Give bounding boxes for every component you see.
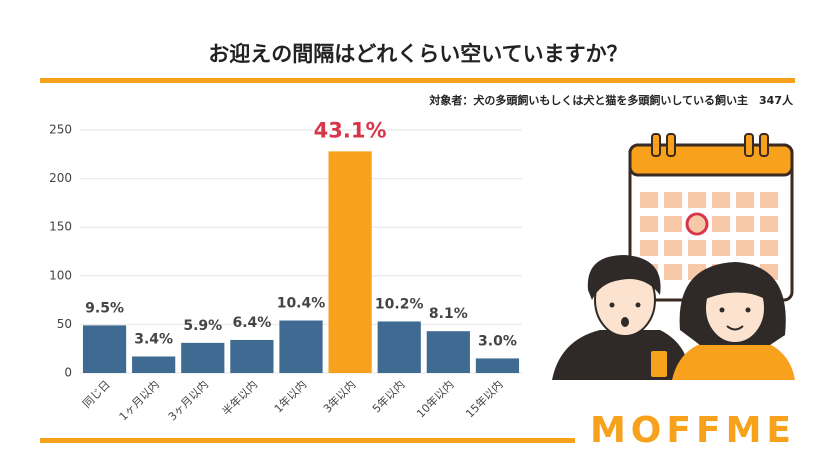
data-label: 10.4% — [277, 296, 326, 312]
bar — [426, 331, 470, 373]
data-label: 6.4% — [232, 315, 271, 331]
data-label: 3.0% — [478, 333, 517, 349]
x-tick-label: 1ヶ月以内 — [116, 377, 162, 423]
data-label: 8.1% — [429, 306, 468, 322]
y-tick-label: 50 — [57, 317, 72, 331]
x-tick-label: 3ヶ月以内 — [165, 377, 211, 423]
data-label: 5.9% — [183, 318, 222, 334]
y-tick-label: 250 — [49, 123, 72, 137]
bar — [82, 325, 127, 373]
bar — [132, 356, 176, 373]
data-label: 3.4% — [134, 331, 173, 347]
bar — [475, 358, 520, 373]
bar — [230, 339, 274, 373]
x-tick-label: 半年以内 — [219, 377, 260, 418]
calendar-illustration — [628, 133, 794, 302]
y-tick-label: 0 — [64, 366, 72, 380]
data-label: 43.1% — [314, 118, 387, 142]
x-tick-label: 同じ日 — [80, 378, 113, 411]
bar — [279, 320, 323, 373]
x-tick-label: 10年以内 — [413, 377, 456, 420]
brand-logo: MOFFME — [590, 410, 796, 451]
x-tick-label: 3年以内 — [320, 377, 358, 415]
data-label: 9.5% — [85, 300, 124, 316]
chart-title: お迎えの間隔はどれくらい空いていますか？ — [208, 42, 627, 66]
y-tick-label: 100 — [49, 268, 72, 282]
bottom-rule — [40, 438, 575, 443]
people-illustration — [552, 255, 795, 380]
y-tick-label: 200 — [49, 171, 72, 185]
bar — [377, 321, 421, 373]
chart-subtitle: 対象者：犬の多頭飼いもしくは犬と猫を多頭飼いしている飼い主 347人 — [428, 93, 794, 107]
y-tick-label: 150 — [49, 220, 72, 234]
bar — [181, 342, 225, 373]
x-tick-label: 1年以内 — [271, 377, 309, 415]
x-tick-label: 5年以内 — [369, 377, 407, 415]
title-rule — [40, 78, 795, 83]
bar — [328, 151, 372, 373]
data-label: 10.2% — [375, 296, 424, 312]
x-tick-label: 15年以内 — [463, 377, 506, 420]
